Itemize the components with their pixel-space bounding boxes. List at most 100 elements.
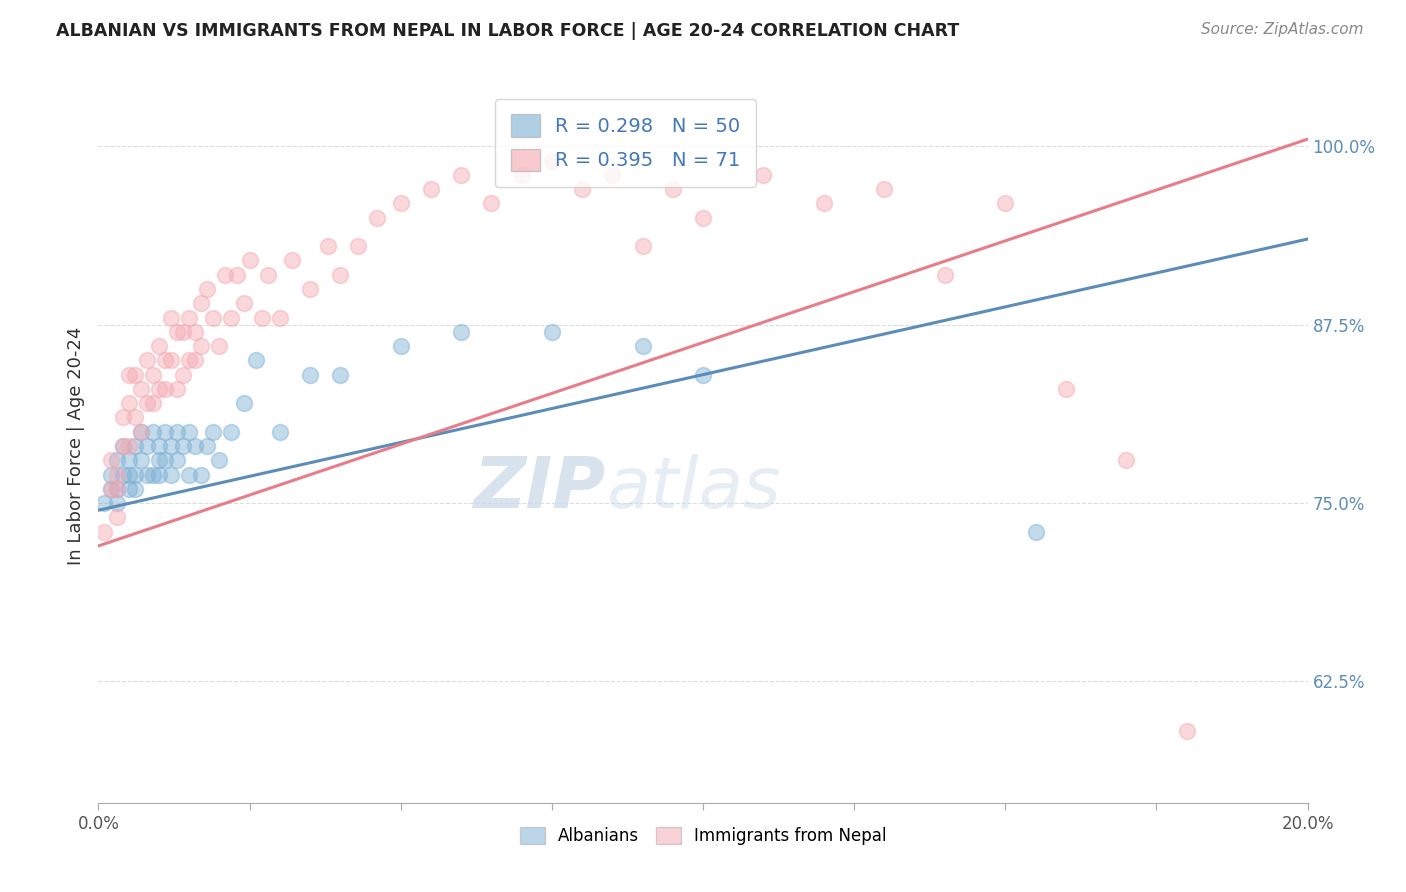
Point [118, 467, 141, 482]
Point [148, 339, 170, 353]
Point [232, 396, 254, 410]
Point [994, 196, 1017, 211]
Point [129, 453, 152, 467]
Point [299, 282, 322, 296]
Point [1024, 524, 1046, 539]
Point [184, 353, 207, 368]
Point [153, 425, 176, 439]
Point [389, 196, 412, 211]
Point [221, 425, 243, 439]
Point [129, 382, 152, 396]
Point [221, 310, 243, 325]
Point [602, 168, 624, 182]
Point [100, 453, 122, 467]
Point [214, 268, 236, 282]
Point [172, 325, 194, 339]
Point [148, 382, 170, 396]
Point [166, 425, 188, 439]
Point [135, 439, 157, 453]
Point [153, 353, 176, 368]
Point [153, 453, 176, 467]
Point [450, 168, 472, 182]
Point [347, 239, 370, 253]
Legend: Albanians, Immigrants from Nepal: Albanians, Immigrants from Nepal [513, 820, 893, 852]
Point [250, 310, 273, 325]
Point [184, 325, 207, 339]
Point [571, 182, 593, 196]
Point [118, 368, 141, 382]
Point [184, 439, 207, 453]
Point [142, 425, 165, 439]
Point [269, 310, 291, 325]
Point [124, 368, 146, 382]
Point [105, 510, 128, 524]
Point [195, 282, 218, 296]
Point [135, 353, 157, 368]
Point [135, 396, 157, 410]
Text: ZIP: ZIP [474, 454, 606, 524]
Point [100, 482, 122, 496]
Point [172, 439, 194, 453]
Point [118, 396, 141, 410]
Point [129, 425, 152, 439]
Point [195, 439, 218, 453]
Point [111, 467, 134, 482]
Point [148, 467, 170, 482]
Text: atlas: atlas [606, 454, 780, 524]
Point [105, 482, 128, 496]
Point [148, 439, 170, 453]
Point [129, 425, 152, 439]
Point [190, 296, 212, 310]
Point [93, 496, 115, 510]
Point [105, 453, 128, 467]
Point [160, 439, 183, 453]
Point [208, 339, 231, 353]
Point [873, 182, 896, 196]
Point [316, 239, 339, 253]
Point [160, 467, 183, 482]
Point [329, 268, 352, 282]
Text: ALBANIAN VS IMMIGRANTS FROM NEPAL IN LABOR FORCE | AGE 20-24 CORRELATION CHART: ALBANIAN VS IMMIGRANTS FROM NEPAL IN LAB… [56, 22, 959, 40]
Point [540, 153, 562, 168]
Point [239, 253, 262, 268]
Point [281, 253, 304, 268]
Point [160, 353, 183, 368]
Point [166, 453, 188, 467]
Point [166, 325, 188, 339]
Point [540, 325, 562, 339]
Y-axis label: In Labor Force | Age 20-24: In Labor Force | Age 20-24 [66, 326, 84, 566]
Point [160, 310, 183, 325]
Point [631, 339, 654, 353]
Point [366, 211, 388, 225]
Point [105, 467, 128, 482]
Point [450, 325, 472, 339]
Point [389, 339, 412, 353]
Point [226, 268, 249, 282]
Point [135, 467, 157, 482]
Point [179, 310, 201, 325]
Point [256, 268, 278, 282]
Point [100, 482, 122, 496]
Point [111, 439, 134, 453]
Point [124, 467, 146, 482]
Point [142, 368, 165, 382]
Point [100, 467, 122, 482]
Point [118, 482, 141, 496]
Point [153, 382, 176, 396]
Point [1115, 453, 1137, 467]
Point [142, 467, 165, 482]
Point [269, 425, 291, 439]
Point [105, 496, 128, 510]
Point [510, 168, 533, 182]
Point [481, 196, 503, 211]
Point [190, 339, 212, 353]
Point [245, 353, 267, 368]
Point [118, 439, 141, 453]
Point [166, 382, 188, 396]
Point [105, 482, 128, 496]
Point [93, 524, 115, 539]
Point [813, 196, 835, 211]
Point [111, 410, 134, 425]
Point [179, 425, 201, 439]
Point [1054, 382, 1077, 396]
